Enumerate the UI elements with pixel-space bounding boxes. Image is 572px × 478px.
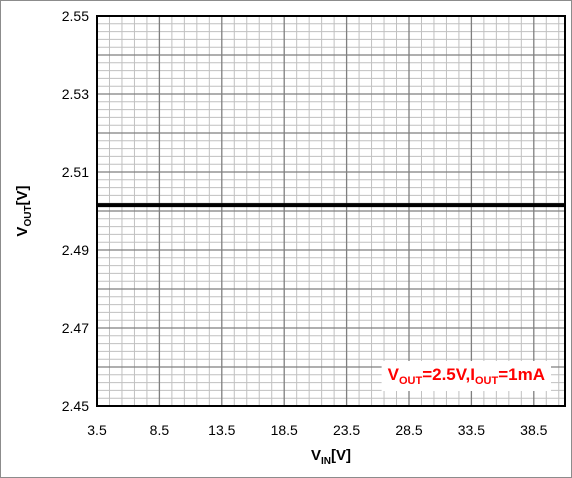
annotation-subscript: OUT [475,375,499,387]
x-axis-title: VIN[V] [311,447,351,467]
y-tick-labels: 2.45 2.47 2.49 2.51 2.53 2.55 [62,8,89,414]
x-tick-label: 33.5 [458,422,485,438]
x-axis-title-main: V [311,447,321,464]
major-gridlines [97,16,565,406]
condition-annotation: VOUT=2.5V,IOUT=1mA [382,361,551,391]
y-axis-title: VOUT[V] [14,185,34,236]
y-tick-label: 2.53 [62,86,89,102]
y-tick-label: 2.45 [62,398,89,414]
x-tick-label: 23.5 [333,422,360,438]
x-axis-title-sub: IN [321,456,331,467]
y-tick-label: 2.55 [62,8,89,24]
y-tick-label: 2.47 [62,320,89,336]
x-tick-label: 13.5 [208,422,235,438]
x-axis-title-unit: [V] [331,447,351,464]
annotation-segment: V [388,365,400,384]
y-axis-title-unit: [V] [14,185,31,205]
annotation-segment: =2.5V,I [422,365,475,384]
x-tick-label: 38.5 [520,422,547,438]
x-tick-label: 18.5 [271,422,298,438]
y-tick-label: 2.51 [62,164,89,180]
x-tick-labels: 3.5 8.5 13.5 18.5 23.5 28.5 33.5 38.5 [87,422,547,438]
y-tick-label: 2.49 [62,242,89,258]
x-tick-label: 28.5 [395,422,422,438]
x-tick-label: 8.5 [150,422,170,438]
y-axis-title-sub: OUT [23,205,34,226]
annotation-subscript: OUT [399,375,423,387]
annotation-segment: =1mA [498,365,545,384]
y-axis-title-main: V [14,227,31,237]
x-tick-label: 3.5 [87,422,107,438]
